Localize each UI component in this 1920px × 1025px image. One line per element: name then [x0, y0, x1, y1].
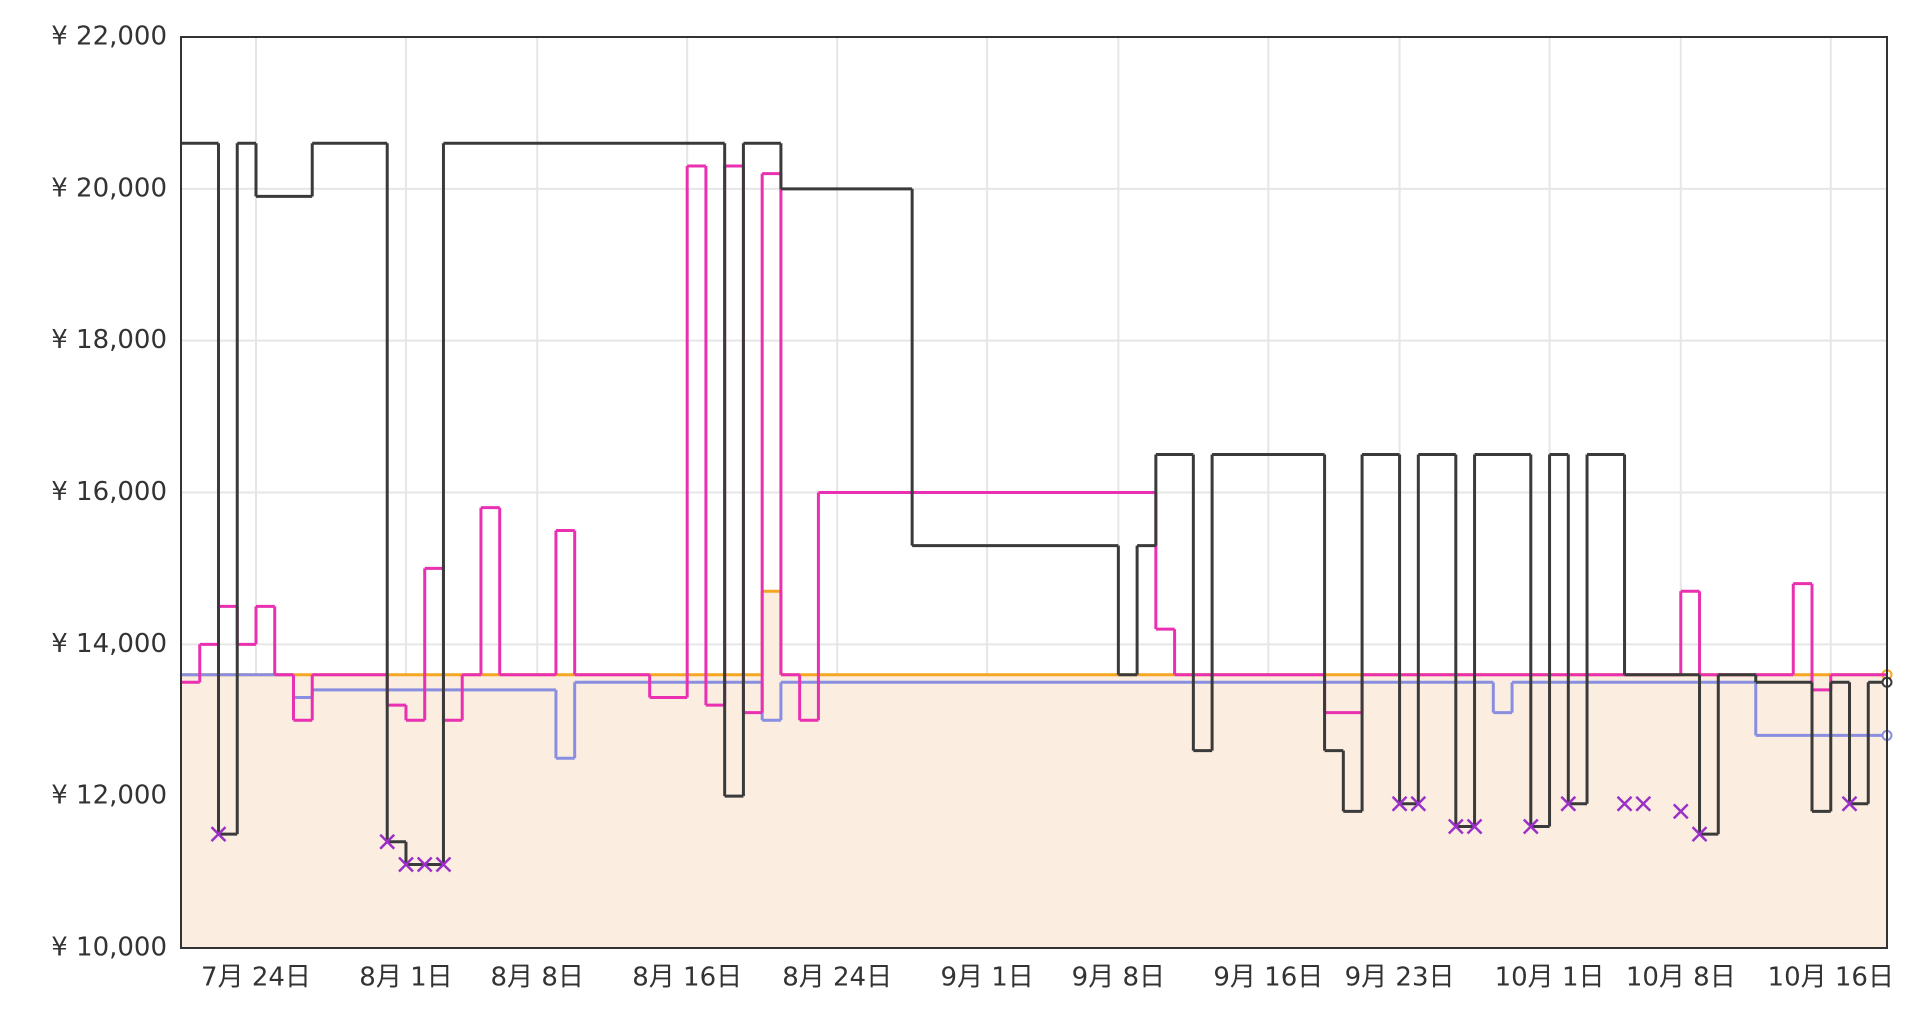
x-tick-label: 9月 1日 [940, 963, 1033, 993]
x-marker [1466, 818, 1483, 835]
y-tick-label: ¥ 14,000 [51, 629, 167, 659]
x-tick-label: 9月 8日 [1072, 963, 1165, 993]
x-marker [1410, 795, 1427, 812]
x-tick-label: 10月 16日 [1768, 963, 1894, 993]
x-tick-label: 10月 1日 [1495, 963, 1605, 993]
x-tick-label: 8月 24日 [782, 963, 892, 993]
x-marker [210, 826, 227, 843]
x-marker [1447, 818, 1464, 835]
y-tick-label: ¥ 20,000 [51, 173, 167, 203]
y-tick-label: ¥ 22,000 [51, 22, 167, 52]
x-tick-label: 8月 8日 [491, 963, 584, 993]
x-marker [1616, 795, 1633, 812]
x-tick-label: 9月 23日 [1345, 963, 1455, 993]
plot-frame [180, 36, 1888, 949]
x-tick-label: 10月 8日 [1626, 963, 1736, 993]
x-tick-label: 9月 16日 [1213, 963, 1323, 993]
area-segment [780, 674, 1887, 948]
x-marker [1635, 795, 1652, 812]
y-tick-label: ¥ 16,000 [51, 477, 167, 507]
x-marker [398, 856, 414, 873]
x-marker [435, 856, 452, 873]
area-segment [181, 674, 763, 948]
x-tick-label: 8月 16日 [632, 963, 742, 993]
x-tick-label: 7月 24日 [201, 963, 311, 993]
x-marker [416, 856, 433, 873]
x-marker [1672, 803, 1689, 820]
x-marker [1841, 795, 1858, 812]
x-marker [379, 833, 396, 850]
y-tick-label: ¥ 18,000 [51, 325, 167, 355]
x-marker [1522, 818, 1539, 835]
x-marker [1691, 826, 1708, 843]
y-tick-label: ¥ 10,000 [51, 933, 167, 963]
area-segment [762, 591, 781, 948]
y-tick-label: ¥ 12,000 [51, 781, 167, 811]
x-marker [1560, 795, 1577, 812]
x-tick-label: 8月 1日 [359, 963, 452, 993]
x-marker [1391, 795, 1408, 812]
